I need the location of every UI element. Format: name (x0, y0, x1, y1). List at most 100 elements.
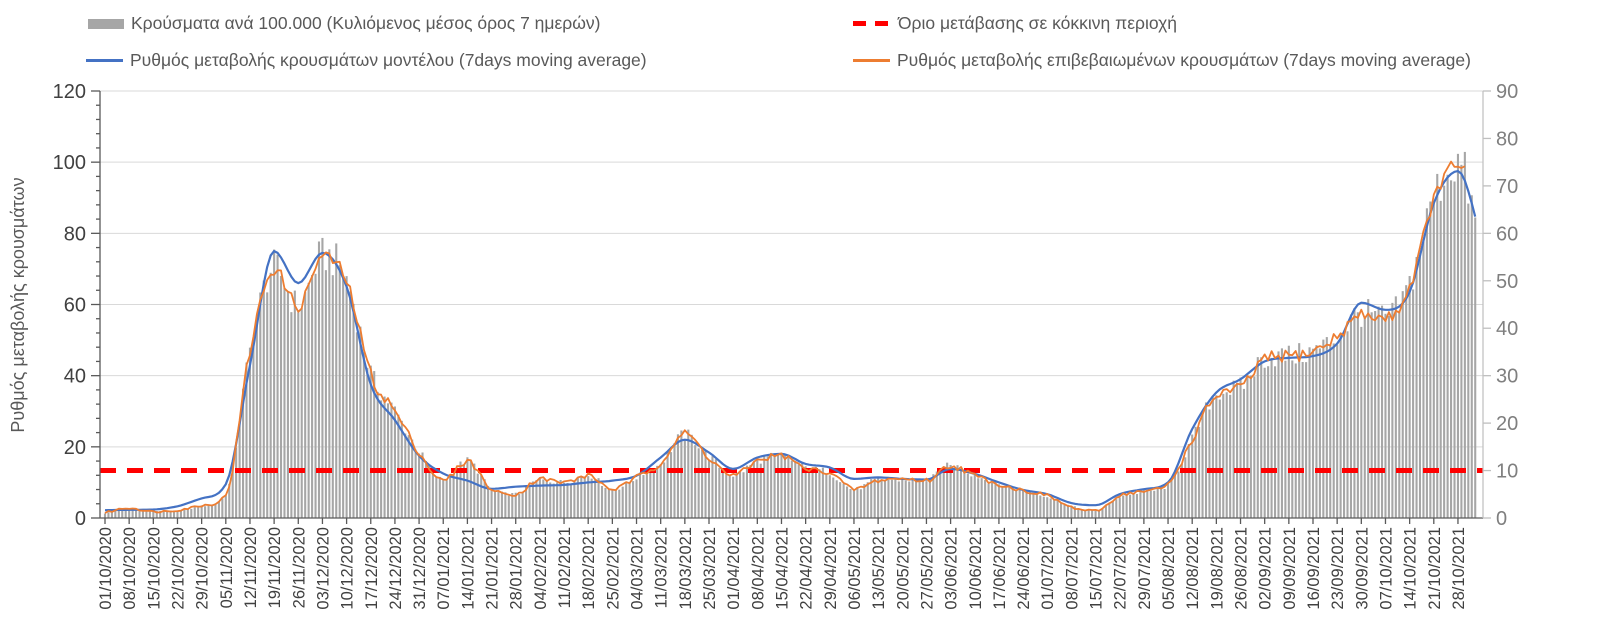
daily-bar (273, 249, 276, 519)
daily-bar (338, 265, 341, 518)
daily-bar (507, 495, 510, 518)
daily-bar (1042, 496, 1045, 518)
daily-bar (407, 435, 410, 518)
daily-bar (856, 486, 859, 518)
daily-bar (342, 275, 345, 518)
x-axis-date-label: 18/02/2021 (580, 527, 598, 610)
daily-bar (355, 332, 358, 518)
daily-bar (866, 482, 869, 518)
x-axis-date-label: 13/05/2021 (870, 527, 888, 610)
x-axis-date-label: 31/12/2020 (411, 527, 429, 610)
daily-bar (590, 478, 593, 518)
x-axis-date-label: 19/08/2021 (1208, 527, 1226, 610)
daily-bar (1305, 362, 1308, 518)
daily-bar (701, 449, 704, 518)
daily-bar (311, 274, 314, 518)
daily-bar (990, 482, 994, 518)
daily-bar (739, 471, 742, 518)
daily-bar (642, 475, 645, 518)
daily-bar (1053, 499, 1056, 518)
daily-bar (207, 505, 210, 518)
daily-bar (1253, 376, 1256, 518)
daily-bar (1008, 485, 1011, 518)
daily-bar (1450, 180, 1453, 518)
daily-bar (431, 469, 434, 518)
daily-bar (359, 326, 362, 518)
x-axis-date-label: 29/10/2020 (194, 527, 212, 610)
daily-bar (994, 481, 997, 518)
x-axis-date-label: 16/09/2021 (1305, 527, 1323, 610)
x-axis-date-label: 14/10/2021 (1402, 527, 1420, 610)
daily-bar (766, 456, 769, 518)
legend-label-threshold: Όριο μετάβασης σε κόκκινη περιοχή (898, 13, 1178, 33)
daily-bar (801, 463, 804, 518)
x-axis-date-label: 15/04/2021 (774, 527, 792, 610)
threshold-dash-swatch (853, 21, 891, 27)
daily-bar (759, 463, 762, 518)
daily-bar (186, 508, 189, 518)
daily-bar (521, 492, 524, 518)
daily-bar (1453, 181, 1456, 518)
model-line-swatch (86, 59, 123, 63)
daily-bar (877, 477, 880, 518)
daily-bar (1129, 494, 1132, 518)
daily-bar (1170, 478, 1173, 518)
daily-bar (1446, 174, 1449, 519)
daily-bar (1118, 497, 1121, 518)
daily-bar (842, 483, 845, 518)
daily-bar (1222, 393, 1225, 518)
daily-bar (901, 479, 904, 518)
daily-bar (980, 478, 983, 518)
daily-bar (179, 511, 182, 518)
daily-bar (804, 466, 807, 518)
daily-bar (597, 478, 600, 518)
daily-bar (518, 494, 521, 518)
right-axis-tick-label: 10 (1496, 461, 1518, 483)
daily-bar (1060, 502, 1063, 518)
daily-bar (314, 273, 317, 518)
daily-bar (1460, 164, 1463, 518)
daily-bar (1298, 343, 1301, 518)
daily-bar (1353, 308, 1356, 518)
daily-bar (1249, 375, 1252, 518)
daily-bar (1139, 492, 1142, 518)
daily-bar (776, 453, 780, 518)
daily-bar (959, 470, 962, 518)
daily-bar (214, 503, 217, 518)
daily-bar (566, 482, 569, 518)
x-axis-date-label: 29/04/2021 (822, 527, 840, 610)
x-axis-date-label: 07/01/2021 (435, 527, 453, 610)
x-axis-date-label: 19/11/2020 (266, 527, 284, 608)
x-axis-date-label: 21/01/2021 (484, 527, 502, 610)
daily-bar (1256, 357, 1259, 518)
daily-bar (411, 439, 414, 518)
x-axis-date-label: 04/02/2021 (532, 527, 550, 610)
daily-bar (418, 453, 421, 518)
daily-bar (476, 473, 479, 518)
daily-bar (366, 367, 369, 518)
daily-bar (1322, 339, 1325, 518)
daily-bar (559, 480, 562, 518)
daily-bar (1125, 494, 1128, 518)
daily-bar (625, 481, 628, 518)
daily-bar (638, 472, 642, 518)
daily-bar (987, 483, 990, 518)
legend-label-confirmed: Ρυθμός μεταβολής επιβεβαιωμένων κρουσμάτ… (897, 50, 1471, 70)
daily-bar (1463, 151, 1466, 519)
daily-bar (580, 476, 583, 518)
daily-bar (328, 249, 331, 518)
daily-bar (735, 472, 738, 518)
daily-bar (321, 237, 324, 519)
daily-bar (921, 481, 925, 518)
x-axis-date-label: 26/08/2021 (1233, 527, 1251, 610)
x-axis-date-label: 15/10/2020 (145, 527, 163, 610)
daily-bar (832, 477, 835, 518)
daily-bar (711, 456, 714, 518)
daily-bar (145, 510, 148, 518)
daily-bar (1236, 382, 1239, 518)
daily-bar (594, 480, 597, 518)
x-axis-date-label: 05/11/2020 (218, 527, 236, 608)
daily-bar (1073, 506, 1076, 518)
daily-bar (1439, 200, 1442, 519)
daily-bar (694, 445, 697, 518)
